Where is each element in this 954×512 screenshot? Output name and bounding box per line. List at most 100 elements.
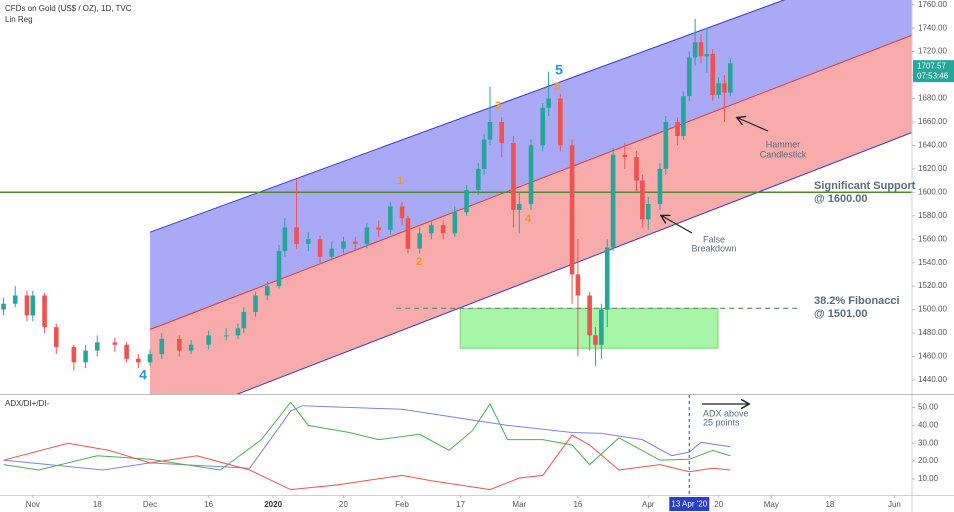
candle-body (728, 63, 733, 93)
y-tick-label: 30.00 (918, 438, 939, 447)
candle-body (276, 250, 282, 287)
y-tick-label: 1520.00 (918, 281, 947, 290)
price-tag-label: 1707.57 (917, 61, 946, 70)
candle-body (12, 295, 18, 304)
annotation: 38.2% Fibonacci (814, 295, 900, 307)
x-tick-label: 20 (339, 500, 348, 509)
candle-body (235, 328, 241, 336)
candle-body (223, 335, 229, 337)
candle-body (341, 241, 346, 249)
candle-body (511, 143, 516, 210)
candle-body (253, 295, 258, 312)
candle-body (640, 180, 645, 220)
candle-body (710, 53, 716, 95)
annotation: Candlestick (760, 149, 807, 159)
x-tick-label: 20 (714, 500, 723, 509)
candle-body (487, 121, 493, 140)
x-tick-label: 2020 (264, 500, 282, 509)
candle-body (305, 239, 311, 244)
candle-body (147, 354, 153, 363)
x-tick-label: Dec (143, 500, 157, 509)
candle-body (53, 327, 59, 348)
y-tick-label: 1440.00 (918, 375, 947, 384)
candle-body (376, 227, 381, 230)
candle-body (686, 57, 692, 97)
indicator-line (3, 401, 731, 471)
wave-label: 4 (139, 367, 147, 383)
candle-body (481, 139, 487, 169)
candle-body (587, 295, 592, 336)
candle-body (177, 338, 182, 351)
y-tick-label: 50.00 (918, 403, 939, 412)
candle-body (540, 107, 546, 146)
x-tick-label: Feb (395, 500, 409, 509)
candle-body (634, 157, 639, 181)
candle-body (517, 204, 522, 210)
candle-body (593, 335, 598, 345)
indicator-label: Lin Reg (5, 15, 33, 24)
arrow (662, 216, 693, 234)
annotation: @ 1600.00 (814, 193, 868, 205)
y-tick-label: 20.00 (918, 456, 939, 465)
y-tick-label: 1460.00 (918, 352, 947, 361)
candle-body (399, 206, 405, 219)
indicator-label: ADX/DI+/DI- (5, 399, 50, 408)
x-tick-label: Nov (26, 500, 40, 509)
candle-body (558, 98, 563, 146)
chart-title: CFDs on Gold (US$ / OZ), 1D, TVC (5, 4, 132, 13)
candle-body (704, 53, 710, 57)
x-tick-label: 16 (573, 500, 582, 509)
candle-body (429, 225, 434, 234)
countdown-label: 07:53:46 (917, 71, 949, 80)
candle-body (499, 121, 505, 144)
y-tick-label: 1600.00 (918, 187, 947, 196)
wave-label: 1 (397, 175, 403, 187)
x-tick-label: Apr (642, 500, 655, 509)
arrow (738, 118, 769, 132)
overlay: CFDs on Gold (US$ / OZ), 1D, TVC Lin Reg… (5, 4, 916, 427)
y-tick-label: 10.00 (918, 474, 939, 483)
candle-body (599, 309, 604, 345)
indicator-line (3, 405, 731, 471)
wave-label: 2 (416, 256, 422, 268)
y-tick-label: 1500.00 (918, 305, 947, 314)
candle-body (188, 344, 194, 351)
candle-body (388, 206, 393, 230)
candle-body (692, 42, 698, 58)
crosshair-tag (669, 497, 710, 511)
wave-label: 3 (495, 100, 501, 112)
y-tick-label: 1720.00 (918, 47, 947, 56)
candle-body (42, 295, 47, 328)
candle-body (264, 286, 270, 296)
candle-body (294, 227, 299, 244)
candle-body (282, 227, 288, 251)
x-tick-label: Jun (888, 500, 901, 509)
candle-body (112, 342, 118, 345)
candle-body (206, 335, 211, 345)
crosshair-label: 13 Apr '20 (671, 500, 707, 509)
wave-label: 5 (554, 81, 560, 93)
candle-body (575, 274, 581, 296)
y-tick-label: 1660.00 (918, 117, 947, 126)
candle-body (546, 98, 551, 108)
y-tick-label: 1760.00 (918, 0, 947, 9)
candle-body (83, 350, 88, 363)
candle-body (663, 121, 669, 169)
annotation: Hammer (766, 139, 801, 149)
price-panel (0, 0, 912, 394)
channel-lower-fill (150, 35, 912, 394)
annotation: @ 1501.00 (814, 308, 868, 320)
x-tick-label: 17 (456, 500, 465, 509)
candle-body (528, 145, 534, 205)
candle-body (569, 145, 575, 275)
x-tick-label: May (764, 500, 779, 509)
candle-body (604, 247, 610, 310)
x-tick-label: Mar (512, 500, 526, 509)
indicator-line (3, 434, 731, 491)
candle-body (610, 154, 616, 248)
candle-body (417, 233, 422, 249)
candle-body (241, 311, 247, 329)
candle-body (440, 225, 446, 234)
